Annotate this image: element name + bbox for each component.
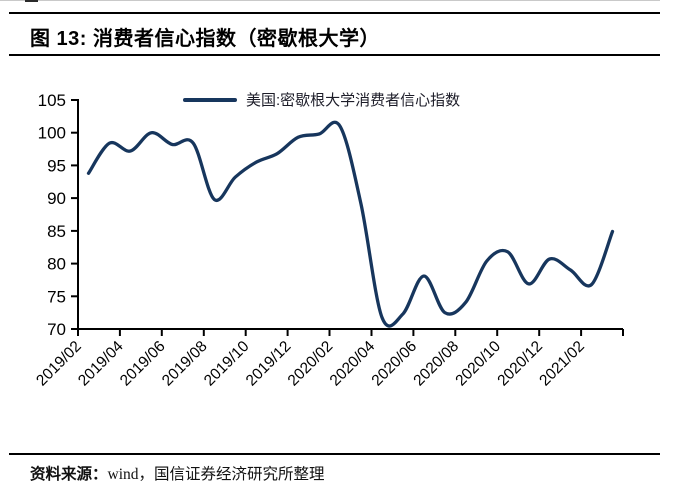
svg-text:2019/10: 2019/10	[201, 338, 253, 390]
title-top-rule	[9, 12, 660, 14]
svg-text:2020/10: 2020/10	[452, 338, 504, 390]
svg-text:2021/02: 2021/02	[536, 338, 588, 390]
svg-text:2019/06: 2019/06	[117, 338, 169, 390]
svg-text:75: 75	[47, 287, 66, 306]
svg-text:90: 90	[47, 189, 66, 208]
svg-text:2020/06: 2020/06	[369, 338, 421, 390]
svg-text:2020/12: 2020/12	[494, 338, 546, 390]
legend-series-label: 美国:密歇根大学消费者信心指数	[246, 92, 461, 109]
source-label: 资料来源：	[30, 466, 108, 483]
source-text: wind，国信证券经济研究所整理	[107, 466, 325, 483]
svg-text:2020/02: 2020/02	[285, 338, 337, 390]
svg-text:85: 85	[47, 222, 66, 241]
source-top-rule	[9, 453, 660, 455]
svg-text:80: 80	[47, 255, 66, 274]
svg-text:100: 100	[38, 124, 66, 143]
svg-text:2019/02: 2019/02	[33, 338, 85, 390]
figure-title: 图 13: 消费者信心指数（密歇根大学）	[30, 28, 381, 50]
svg-text:2020/08: 2020/08	[410, 338, 462, 390]
source-line: 资料来源：wind，国信证券经济研究所整理	[30, 462, 325, 484]
svg-text:2019/04: 2019/04	[75, 338, 127, 390]
svg-text:105: 105	[38, 91, 66, 110]
title-bottom-rule	[9, 54, 660, 56]
page-crop-artifact-line	[0, 0, 660, 1]
svg-text:70: 70	[47, 320, 66, 339]
chart-legend: 美国:密歇根大学消费者信心指数	[183, 89, 460, 110]
svg-text:2020/04: 2020/04	[327, 338, 379, 390]
svg-text:2019/12: 2019/12	[243, 338, 295, 390]
svg-text:95: 95	[47, 156, 66, 175]
svg-text:2019/08: 2019/08	[159, 338, 211, 390]
legend-line-swatch	[183, 97, 237, 102]
page-crop-artifact-dash	[25, 0, 38, 2]
